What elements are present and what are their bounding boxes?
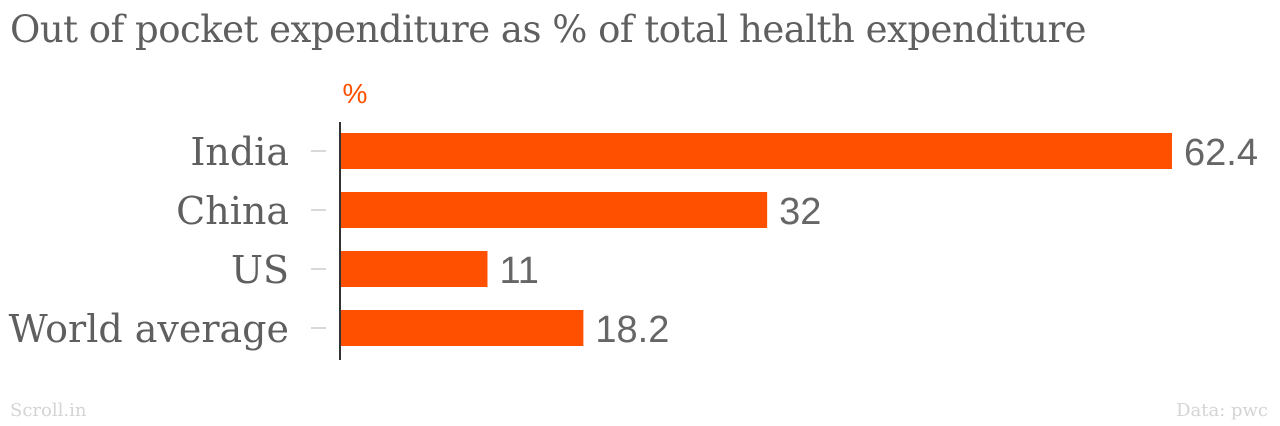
unit-label: % [343, 78, 368, 109]
bar-india [341, 133, 1172, 169]
bar-world-average [341, 310, 584, 346]
category-label: China [176, 189, 289, 233]
source-label: Scroll.in [10, 400, 87, 421]
category-label: US [231, 248, 289, 292]
category-label: World average [9, 307, 289, 351]
category-label: India [190, 130, 289, 174]
value-label: 18.2 [595, 309, 669, 351]
data-credit: Data: pwc [1176, 400, 1268, 421]
bar-china [341, 192, 768, 228]
bars-layer: India 62.4 China 32 US 11 World average 18.2 [9, 130, 1258, 351]
bar-us [341, 251, 488, 287]
value-label: 32 [779, 191, 821, 233]
chart-title: Out of pocket expenditure as % of total … [10, 8, 1087, 51]
value-label: 11 [499, 250, 538, 292]
value-label: 62.4 [1184, 132, 1258, 174]
